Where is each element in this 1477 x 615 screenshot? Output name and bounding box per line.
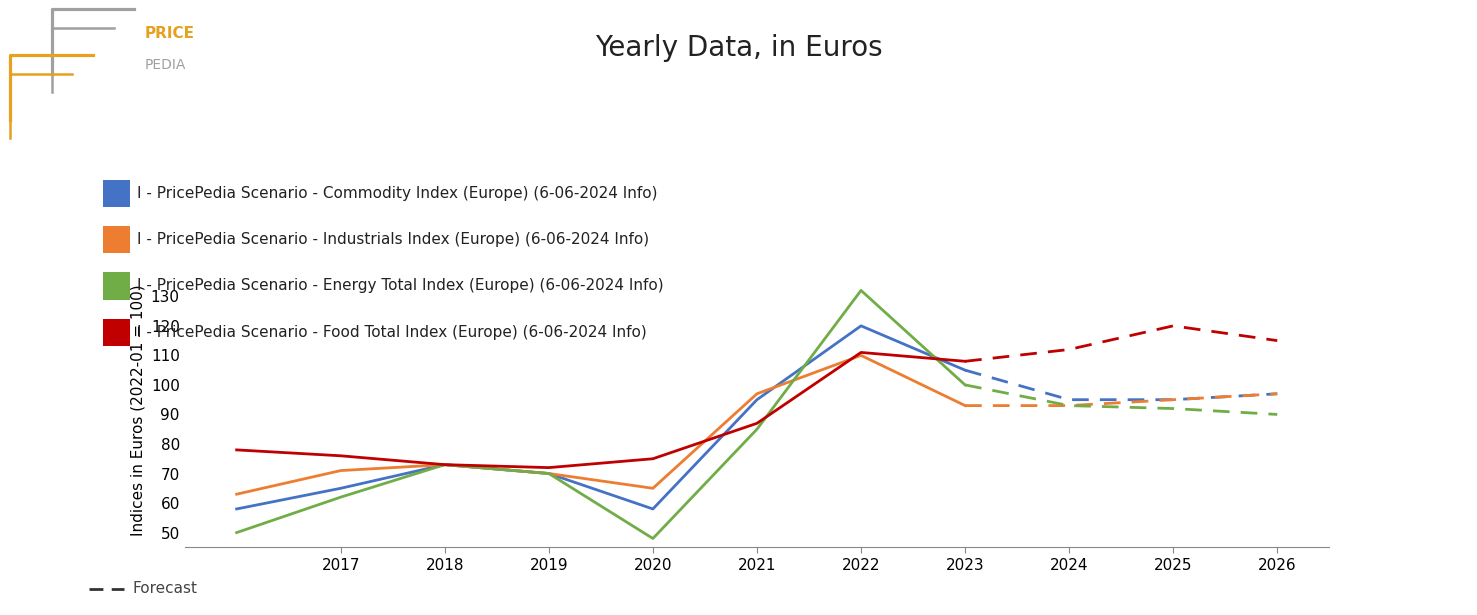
Text: I - PricePedia Scenario - Industrials Index (Europe) (6-06-2024 Info): I - PricePedia Scenario - Industrials In… [137, 232, 650, 247]
Text: I - PricePedia Scenario - Food Total Index (Europe) (6-06-2024 Info): I - PricePedia Scenario - Food Total Ind… [137, 325, 647, 339]
Text: PRICE: PRICE [145, 26, 195, 41]
Text: I - PricePedia Scenario - Commodity Index (Europe) (6-06-2024 Info): I - PricePedia Scenario - Commodity Inde… [137, 186, 657, 201]
Text: PEDIA: PEDIA [145, 58, 186, 71]
Text: Forecast: Forecast [133, 581, 198, 596]
Text: I - PricePedia Scenario - Energy Total Index (Europe) (6-06-2024 Info): I - PricePedia Scenario - Energy Total I… [137, 279, 665, 293]
Text: Yearly Data, in Euros: Yearly Data, in Euros [595, 34, 882, 62]
Y-axis label: Indices in Euros (2022-01 = 100): Indices in Euros (2022-01 = 100) [130, 284, 145, 536]
